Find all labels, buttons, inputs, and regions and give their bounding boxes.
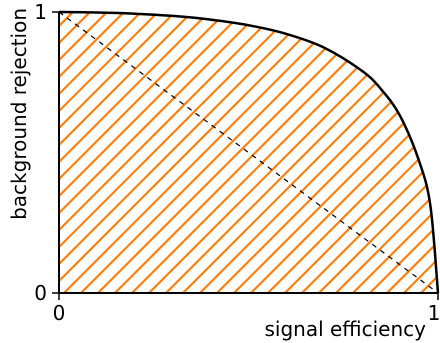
hatch-line [59, 12, 264, 293]
hatch-line [281, 12, 438, 293]
hatch-line [59, 12, 366, 293]
y-axis-label: background rejection [7, 8, 31, 220]
hatch-line [59, 12, 349, 293]
hatch-line [213, 12, 438, 293]
roc-curve [58, 10, 440, 294]
hatch-line [349, 12, 438, 293]
hatch-line [59, 12, 128, 293]
hatch-line [59, 12, 162, 293]
hatch-line [59, 12, 213, 293]
y-tick-label-top: 1 [34, 0, 47, 24]
hatch-line [59, 12, 332, 293]
x-tick-label-left: 0 [53, 301, 66, 325]
hatch-line [400, 12, 438, 293]
hatch-line [332, 12, 438, 293]
hatch-line [59, 12, 196, 293]
hatch-line [59, 12, 298, 293]
x-axis-label: signal efficiency [264, 317, 426, 341]
random-classifier-line [58, 11, 439, 294]
hatch-line [59, 12, 230, 293]
hatch-line [59, 12, 315, 293]
hatch-line [77, 12, 400, 293]
hatch-line [111, 12, 434, 293]
hatch-line [59, 12, 145, 293]
hatch-line [59, 12, 281, 293]
x-tick-label-right: 1 [428, 301, 440, 325]
y-tick-label-bottom: 0 [34, 281, 47, 305]
hatch-line [196, 12, 438, 293]
hatch-line [59, 12, 179, 293]
hatch-line [59, 12, 247, 293]
hatch-line [179, 12, 438, 293]
hatch-line [128, 12, 438, 293]
hatch-line [298, 12, 438, 293]
hatched-area [59, 12, 438, 293]
hatch-line [94, 12, 417, 293]
hatch-line [315, 12, 438, 293]
hatch-line [230, 12, 438, 293]
hatch-line [383, 12, 438, 293]
hatch-line [247, 12, 438, 293]
hatch-line [60, 12, 383, 293]
hatch-line [366, 12, 438, 293]
